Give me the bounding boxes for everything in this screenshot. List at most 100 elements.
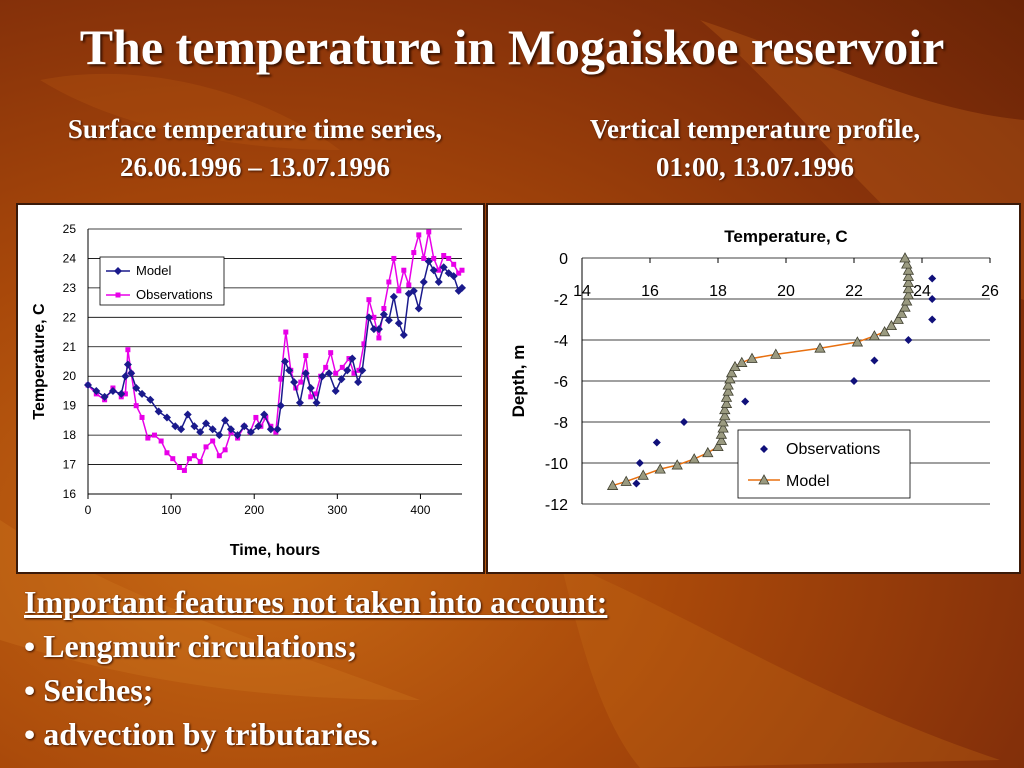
data-point-model: [337, 375, 346, 384]
data-point-observations: [181, 467, 187, 473]
vertical-profile-chart-panel: Temperature, C 0 -2 -4 -6 -8 -10 -12 14 16 18 20 22 2…: [486, 203, 1021, 574]
data-point-model: [301, 369, 310, 378]
data-point-model: [902, 282, 915, 294]
data-point-model: [306, 384, 315, 392]
data-point-model: [712, 440, 724, 452]
x-tick-label: 26: [981, 283, 999, 300]
data-point-model: [325, 369, 334, 378]
surface-temperature-chart: 16 17 18 19 20 21 22 23 24 25 0 100 200 300 400 Time, h…: [31, 222, 466, 559]
data-point-model: [404, 289, 413, 298]
data-point-model: [429, 266, 438, 275]
x-tick-label: 400: [410, 503, 430, 517]
left-chart-caption: Surface temperature time series, 26.06.1…: [12, 110, 498, 186]
y-tick-label: -8: [554, 415, 568, 432]
data-point-model: [215, 431, 224, 440]
data-point-model: [671, 459, 683, 470]
data-point-observations: [850, 377, 858, 385]
data-point-model: [196, 428, 205, 437]
data-point-model: [715, 434, 728, 445]
data-point-model: [280, 357, 289, 366]
data-point-model: [895, 307, 908, 318]
data-point-observations: [176, 465, 182, 470]
data-point-model: [814, 342, 826, 353]
data-point-observations: [361, 341, 367, 347]
data-point-observations: [139, 414, 145, 420]
x-tick-label: 18: [709, 283, 727, 300]
data-point-model: [720, 397, 733, 408]
data-point-model: [246, 428, 255, 437]
data-point-model: [254, 422, 263, 431]
data-point-model: [419, 278, 428, 286]
right-caption-line-2: 01:00, 13.07.1996: [656, 152, 854, 182]
y-tick-label: -6: [554, 374, 568, 391]
data-point-model: [389, 292, 398, 301]
data-point-observations: [928, 315, 937, 324]
series-line-observations: [87, 231, 463, 472]
data-point-model: [449, 272, 458, 281]
data-point-observations: [446, 255, 452, 261]
data-point-model: [902, 289, 915, 300]
y-tick-label: -10: [545, 456, 568, 473]
chart-title: Temperature, C: [724, 227, 847, 246]
data-point-observations: [416, 232, 422, 238]
data-point-model: [273, 425, 282, 434]
data-point-model: [439, 263, 448, 272]
data-point-model: [226, 425, 235, 434]
data-point-observations: [133, 403, 139, 409]
data-point-observations: [401, 267, 407, 273]
note-item-langmuir: • Lengmuir circulations;: [24, 628, 358, 664]
data-point-observations: [904, 336, 913, 344]
data-point-model: [715, 428, 728, 439]
data-point-model: [208, 425, 217, 434]
data-point-observations: [303, 353, 309, 359]
data-point-model: [260, 410, 269, 419]
y-tick-label: 19: [63, 399, 77, 413]
data-point-model: [117, 389, 126, 398]
data-point-observations: [411, 250, 417, 256]
data-point-observations: [308, 394, 314, 400]
data-point-model: [770, 348, 782, 359]
data-point-model: [394, 319, 403, 328]
data-point-observations: [273, 429, 279, 435]
data-point-model: [202, 419, 211, 428]
data-point-observations: [371, 314, 377, 320]
data-point-model: [434, 278, 443, 286]
data-point-model: [902, 264, 915, 275]
data-point-model: [290, 378, 299, 387]
data-point-observations: [158, 438, 164, 444]
data-point-observations: [283, 329, 289, 335]
data-point-model: [409, 286, 418, 295]
legend-marker-model: [758, 474, 770, 485]
legend-box: [737, 429, 911, 499]
data-point-observations: [680, 418, 688, 426]
data-point-observations: [210, 438, 216, 444]
data-point-model: [146, 395, 155, 404]
data-point-observations: [459, 267, 465, 273]
legend-label-model: Model: [786, 473, 830, 490]
data-point-observations: [635, 459, 644, 467]
data-point-observations: [741, 397, 750, 406]
data-point-model: [725, 366, 738, 378]
data-point-model: [899, 301, 911, 312]
legend-marker-observations: [760, 445, 768, 453]
data-point-model: [379, 310, 388, 319]
data-point-observations: [396, 288, 402, 294]
data-point-observations: [186, 456, 192, 462]
left-caption-line-2: 26.06.1996 – 13.07.1996: [120, 152, 390, 182]
data-point-model: [162, 413, 171, 422]
x-tick-label: 300: [327, 503, 347, 517]
y-tick-label: 25: [63, 222, 77, 236]
data-point-model: [240, 422, 249, 431]
data-point-observations: [216, 453, 222, 459]
y-axis-label: Depth, m: [509, 345, 528, 418]
data-point-model: [637, 469, 649, 480]
data-point-model: [851, 336, 864, 347]
data-point-model: [722, 379, 734, 390]
data-point-model: [121, 372, 130, 381]
x-tick-label: 200: [244, 503, 264, 517]
y-tick-label: 0: [559, 251, 568, 268]
x-tick-label: 22: [845, 283, 863, 300]
data-point-model: [154, 407, 163, 416]
data-point-model: [233, 431, 242, 440]
data-point-model: [374, 325, 383, 334]
